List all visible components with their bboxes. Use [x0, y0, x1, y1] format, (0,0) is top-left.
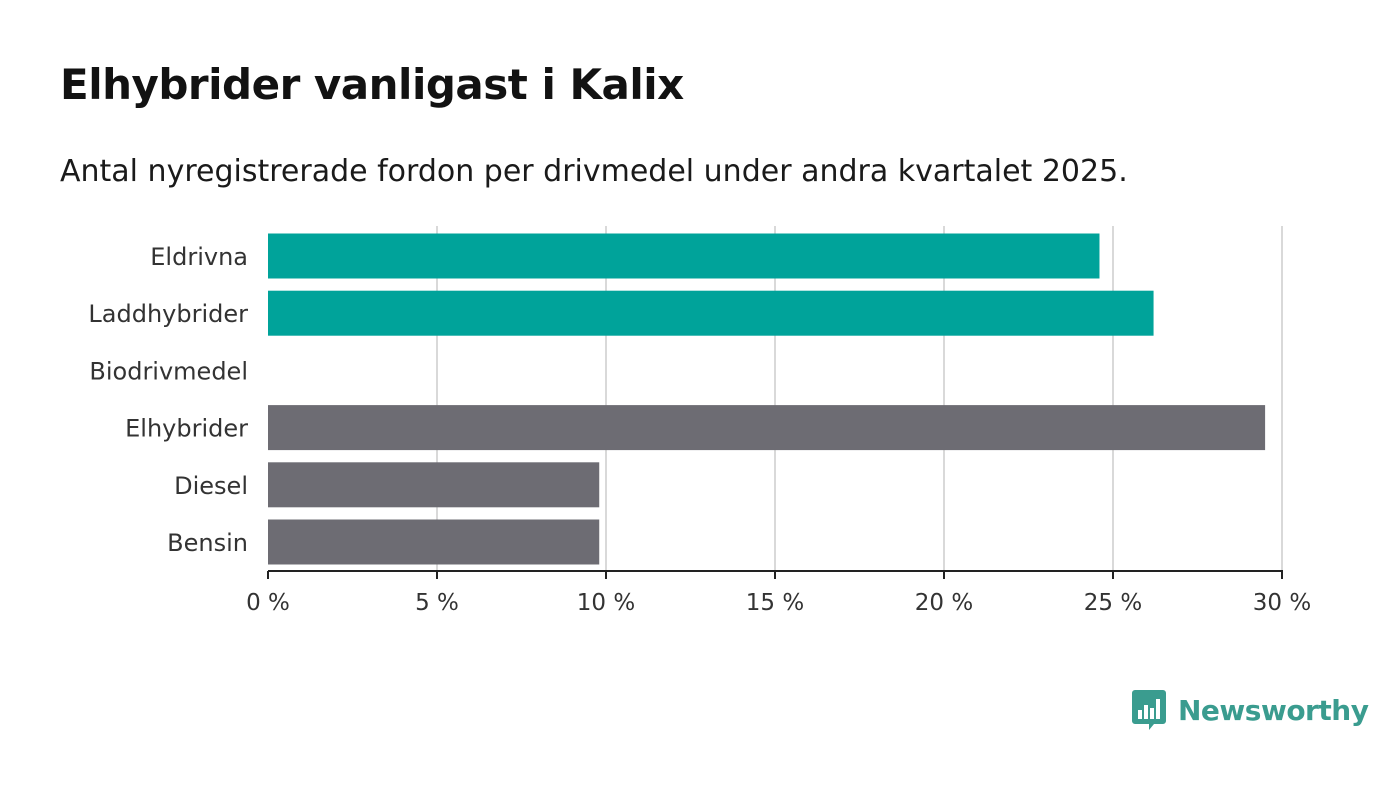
x-tick-label: 15 %: [746, 590, 804, 616]
bar-elhybrider: [268, 405, 1266, 451]
bar-bensin: [268, 519, 600, 565]
x-tick-label: 20 %: [915, 590, 973, 616]
bar-eldrivna: [268, 233, 1100, 279]
grid-lines: [436, 226, 1283, 571]
x-tick-label: 25 %: [1084, 590, 1142, 616]
category-label: Elhybrider: [125, 415, 248, 443]
category-label: Eldrivna: [150, 243, 248, 271]
chart-title: Elhybrider vanligast i Kalix: [60, 60, 684, 109]
bar-chart-speech-bubble-icon: [1132, 690, 1166, 730]
x-tick-label: 30 %: [1253, 590, 1311, 616]
x-tick-label: 5 %: [415, 590, 459, 616]
category-labels: Eldrivna Laddhybrider Biodrivmedel Elhybrid…: [88, 243, 248, 557]
x-tick-label: 10 %: [577, 590, 635, 616]
logo-text: Newsworthy: [1178, 693, 1369, 727]
bar-diesel: [268, 462, 600, 508]
category-label: Diesel: [174, 472, 248, 500]
category-label: Biodrivmedel: [89, 357, 248, 385]
bars: [268, 233, 1266, 565]
x-axis: 0 % 5 % 10 % 15 % 20 % 25 % 30 %: [246, 570, 1311, 616]
category-label: Laddhybrider: [88, 300, 248, 328]
bar-laddhybrider: [268, 290, 1154, 336]
chart-subtitle: Antal nyregistrerade fordon per drivmede…: [60, 154, 1128, 189]
newsworthy-logo: Newsworthy: [1132, 690, 1369, 730]
x-tick-label: 0 %: [246, 590, 290, 616]
category-label: Bensin: [167, 529, 248, 557]
